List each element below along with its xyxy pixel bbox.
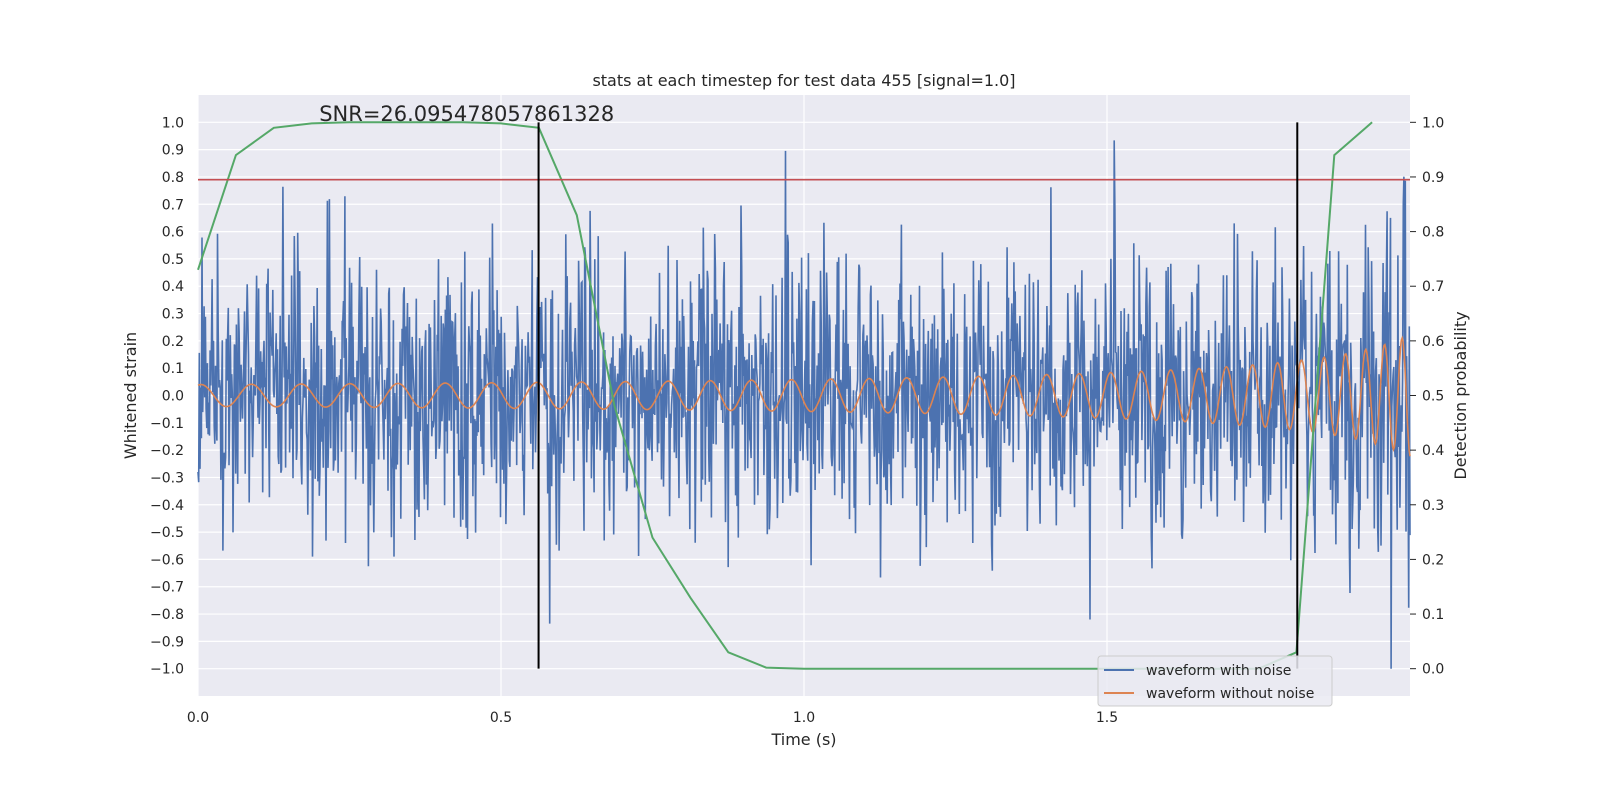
y-tick-label: 0.7: [162, 197, 184, 213]
y-tick-label: 0.6: [162, 225, 184, 241]
x-axis: 0.0 0.5 1.0 1.5: [187, 710, 1118, 726]
series-line-waveform-without-noise: [197, 335, 1411, 457]
y-tick-label: 1.0: [162, 115, 184, 131]
y2-tick-label: 0.7: [1422, 279, 1444, 295]
y2-tick-label: 0.9: [1422, 170, 1444, 186]
y-tick-label: 0.4: [162, 279, 184, 295]
y-tick-label: −0.8: [150, 607, 184, 623]
y-tick-label: −0.9: [150, 634, 184, 650]
y-tick-label: −1.0: [150, 662, 184, 678]
y2-tick-label: 0.5: [1422, 389, 1444, 405]
y-tick-label: −0.1: [150, 416, 184, 432]
y-tick-label: −0.2: [150, 443, 184, 459]
y2-axis-label: Detection probability: [1451, 311, 1470, 479]
series-line-waveform-with-noise: [197, 140, 1411, 669]
y2-tick-label: 0.8: [1422, 225, 1444, 241]
y-tick-label: 0.2: [162, 334, 184, 350]
x-tick-label: 1.0: [793, 710, 815, 726]
y-tick-label: −0.4: [150, 498, 184, 514]
overlay-layer: [198, 122, 1410, 669]
y-tick-label: −0.5: [150, 525, 184, 541]
x-tick-label: 1.5: [1096, 710, 1118, 726]
legend-label-clean: waveform without noise: [1146, 686, 1314, 702]
snr-annotation: SNR=26.095478057861328: [319, 102, 614, 126]
x-tick-label: 0.0: [187, 710, 209, 726]
y-tick-label: −0.6: [150, 552, 184, 568]
y2-tick-label: 0.4: [1422, 443, 1444, 459]
x-axis-label: Time (s): [770, 730, 836, 749]
y-tick-label: 0.1: [162, 361, 184, 377]
y-tick-label: −0.3: [150, 470, 184, 486]
y2-tick-label: 1.0: [1422, 115, 1444, 131]
chart-title: stats at each timestep for test data 455…: [592, 71, 1015, 90]
legend-box: [1097, 655, 1333, 707]
y2-tick-label: 0.2: [1422, 552, 1444, 568]
y2-tick-label: 0.6: [1422, 334, 1444, 350]
y-tick-label: 0.0: [162, 389, 184, 405]
y-tick-label: −0.7: [150, 580, 184, 596]
y2-tick-label: 0.0: [1422, 662, 1444, 678]
y-axis-left: 1.0 0.9 0.8 0.7 0.6 0.5 0.4 0.3 0.2 0.1 0.0 −0.1 −0.…: [150, 115, 184, 677]
x-tick-label: 0.5: [490, 710, 512, 726]
y-tick-label: 0.3: [162, 307, 184, 323]
y-tick-label: 0.5: [162, 252, 184, 268]
y2-tick-label: 0.3: [1422, 498, 1444, 514]
y-axis-label: Whitened strain: [121, 332, 140, 459]
y-axis-right: 1.0 0.9 0.8 0.7 0.6 0.5 0.4 0.3 0.2 0.1 0.0: [1410, 115, 1444, 678]
legend: waveform with noise waveform without noi…: [1097, 655, 1333, 707]
y-tick-label: 0.8: [162, 170, 184, 186]
y-tick-label: 0.9: [162, 143, 184, 159]
legend-label-noisy: waveform with noise: [1146, 663, 1291, 679]
y2-tick-label: 0.1: [1422, 607, 1444, 623]
